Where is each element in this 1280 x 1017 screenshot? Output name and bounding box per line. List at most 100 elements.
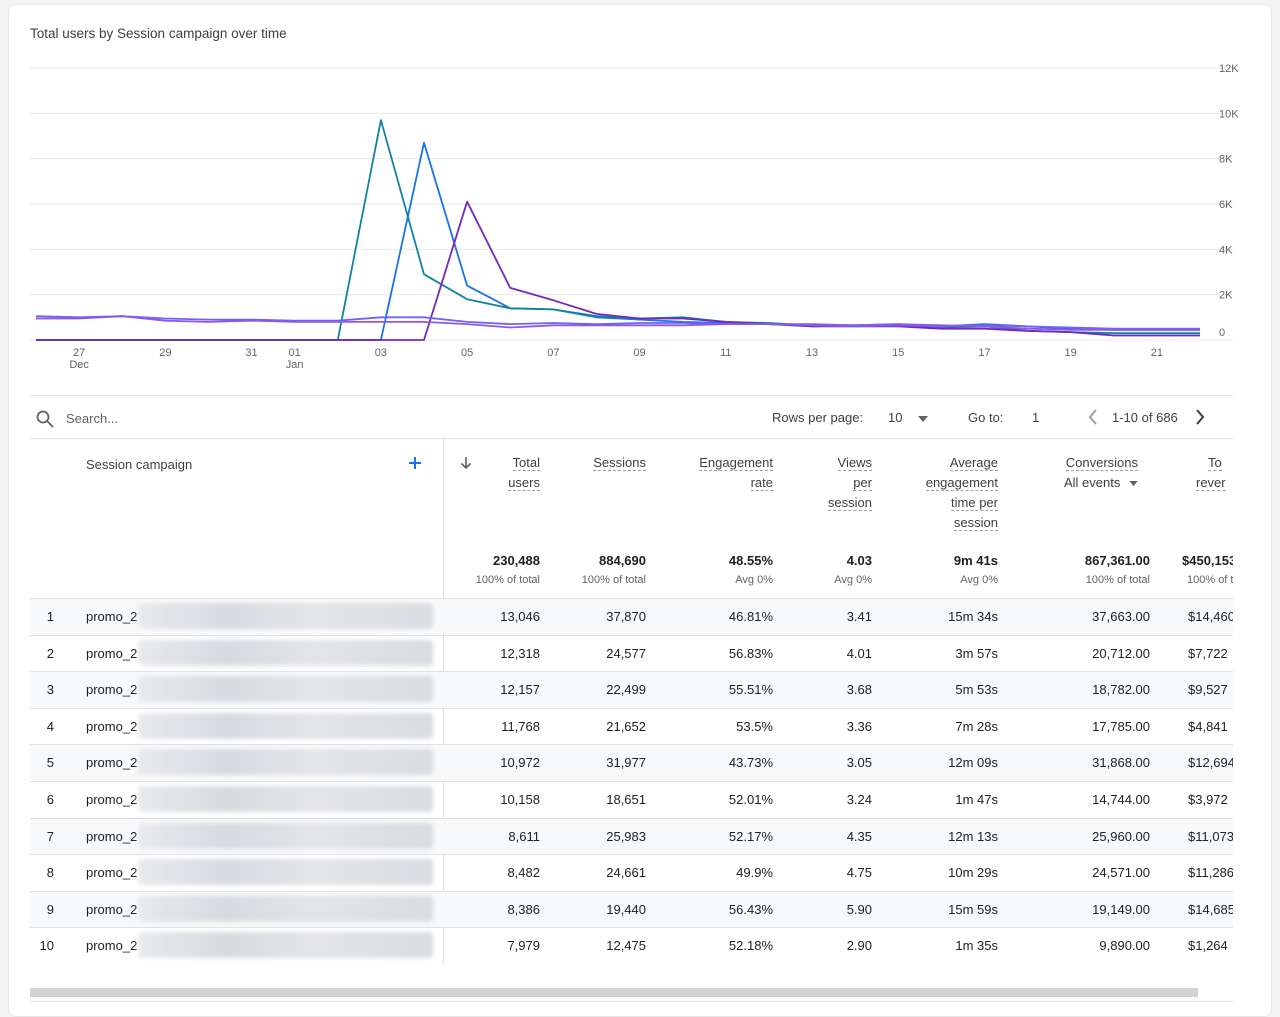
table-row[interactable]: 6 promo_2 10,158 18,651 52.01% 3.24 1m 47s 14,7… [30, 781, 1233, 817]
avg-engagement-cell: 10m 29s [948, 865, 998, 881]
redacted-blur [138, 676, 433, 703]
conversions-cell: 20,712.00 [1092, 645, 1150, 661]
x-tick-label: 27 [73, 347, 85, 359]
total-users-cell: 10,158 [500, 792, 540, 807]
conversions-event-select[interactable]: All events [1064, 475, 1138, 490]
series-line-2[interactable] [36, 119, 1200, 341]
horizontal-scrollbar[interactable] [30, 988, 1198, 997]
total-users-cell: 13,046 [500, 609, 540, 624]
campaign-cell[interactable]: promo_2 [86, 828, 138, 844]
avg-engagement-cell: 15m 59s [948, 901, 998, 917]
header-session-campaign[interactable]: Session campaign [86, 457, 193, 472]
x-tick-label: 21 [1151, 347, 1163, 359]
header-total-revenue[interactable]: To rever [1196, 455, 1226, 491]
views-per-session-cell: 3.68 [846, 682, 872, 698]
table-row[interactable]: 3 promo_2 12,157 22,499 55.51% 3.68 5m 53s 18,7… [30, 671, 1233, 708]
caret-down-icon [1129, 481, 1138, 487]
header-views-per-session[interactable]: Views per session [827, 455, 872, 511]
views-per-session-cell: 3.36 [846, 718, 872, 734]
table-row[interactable]: 2 promo_2 12,318 24,577 56.83% 4.01 3m 57s 20,7… [30, 634, 1233, 671]
avg-engagement-cell: 12m 09s [948, 755, 998, 771]
sessions-total: 884,690 [599, 553, 646, 568]
x-tick-sublabel: Jan [286, 359, 304, 371]
series-line-5[interactable] [36, 315, 1200, 331]
table-row[interactable]: 4 promo_2 11,768 21,652 53.5% 3.36 7m 28s 17,78… [30, 707, 1233, 744]
conversions-total: 867,361.00 [1084, 553, 1150, 568]
campaign-cell[interactable]: promo_2 [86, 682, 138, 698]
x-tick-label: 17 [978, 347, 990, 359]
campaign-cell[interactable]: promo_2 [86, 865, 138, 881]
redacted-blur [138, 822, 433, 849]
engagement-rate-cell: 49.9% [736, 865, 773, 881]
y-tick-label: 10K [1219, 108, 1239, 120]
total-users-cell: 8,611 [508, 828, 540, 844]
search-icon[interactable] [36, 410, 54, 428]
redacted-blur [138, 639, 433, 666]
campaign-cell[interactable]: promo_2 [86, 901, 138, 917]
table-row[interactable]: 7 promo_2 8,611 25,983 52.17% 4.35 12m 13s 25,9… [30, 817, 1233, 854]
row-number: 4 [46, 718, 54, 734]
add-dimension-icon[interactable] [408, 456, 422, 470]
header-sessions[interactable]: Sessions [593, 455, 646, 471]
avg-engagement-cell: 3m 57s [955, 645, 998, 661]
row-number: 8 [46, 865, 54, 881]
campaign-cell[interactable]: promo_2 [86, 792, 138, 807]
y-tick-label: 0 [1219, 327, 1225, 339]
table-row[interactable]: 9 promo_2 8,386 19,440 56.43% 5.90 15m 59s 19,1… [30, 890, 1233, 927]
views-per-session-total: 4.03 [846, 553, 872, 568]
header-conversions[interactable]: Conversions All events [1064, 455, 1138, 490]
series-line-3[interactable] [36, 200, 1200, 341]
chevron-right-icon[interactable] [1195, 408, 1205, 426]
sessions-cell: 12,475 [606, 938, 646, 954]
series-line-1[interactable] [36, 141, 1200, 341]
views-per-session-cell: 5.90 [846, 901, 872, 917]
divider [30, 1001, 1233, 1002]
goto-label: Go to: [968, 410, 1004, 425]
search-input[interactable] [64, 406, 328, 430]
engagement-rate-cell: 56.83% [728, 645, 773, 661]
table-toolbar: Rows per page: 10 Go to: 1 1-10 of 686 [30, 395, 1233, 439]
y-tick-label: 2K [1219, 290, 1233, 302]
conversions-cell: 14,744.00 [1092, 792, 1150, 807]
campaign-cell[interactable]: promo_2 [86, 645, 138, 661]
conversions-cell: 24,571.00 [1092, 865, 1150, 881]
table-row[interactable]: 5 promo_2 10,972 31,977 43.73% 3.05 12m 09s 31,… [30, 744, 1233, 781]
sessions-cell: 24,577 [606, 645, 646, 661]
y-tick-label: 8K [1219, 154, 1233, 166]
table-row[interactable]: 1 promo_2 13,046 37,870 46.81% 3.41 15m 34s 37,… [30, 598, 1233, 634]
total-users-cell: 8,482 [507, 865, 540, 881]
x-tick-sublabel: Dec [69, 359, 89, 371]
header-total-users[interactable]: Total users [508, 455, 540, 491]
campaign-cell[interactable]: promo_2 [86, 938, 138, 954]
total-users-cell: 11,768 [501, 718, 540, 734]
conversions-cell: 17,785.00 [1092, 718, 1150, 734]
campaign-cell[interactable]: promo_2 [86, 755, 138, 771]
goto-input[interactable]: 1 [1032, 410, 1040, 425]
row-number: 5 [46, 755, 54, 771]
rows-per-page-select[interactable]: 10 [888, 410, 929, 425]
avg-engagement-cell: 12m 13s [948, 828, 998, 844]
views-per-session-cell: 2.90 [846, 938, 872, 954]
x-tick-label: 19 [1065, 347, 1077, 359]
engagement-rate-cell: 53.5% [736, 718, 773, 734]
row-number: 7 [46, 828, 54, 844]
table-row[interactable]: 8 promo_2 8,482 24,661 49.9% 4.75 10m 29s 24,57… [30, 854, 1233, 890]
series-line-4[interactable] [35, 315, 1200, 330]
engagement-rate-cell: 56.43% [728, 901, 773, 917]
campaign-cell[interactable]: promo_2 [86, 609, 138, 624]
avg-engagement-cell: 1m 47s [955, 792, 998, 807]
header-engagement-rate[interactable]: Engagement rate [699, 455, 773, 491]
chevron-left-icon[interactable] [1088, 408, 1098, 426]
revenue-cell: $7,722 [1188, 645, 1228, 661]
views-per-session-cell: 4.75 [846, 865, 872, 881]
engagement-rate-cell: 55.51% [728, 682, 773, 698]
revenue-total: $450,153 [1182, 553, 1233, 568]
revenue-cell: $4,841 [1188, 718, 1228, 734]
campaign-cell[interactable]: promo_2 [86, 718, 138, 734]
sort-arrow-down-icon[interactable] [460, 456, 472, 470]
total-users-cell: 12,318 [500, 645, 540, 661]
table-row[interactable]: 10 promo_2 7,979 12,475 52.18% 2.90 1m 35s 9,89… [30, 927, 1233, 963]
header-average-engagement[interactable]: Average engagement time per session [925, 455, 998, 531]
x-tick-label: 09 [633, 347, 645, 359]
